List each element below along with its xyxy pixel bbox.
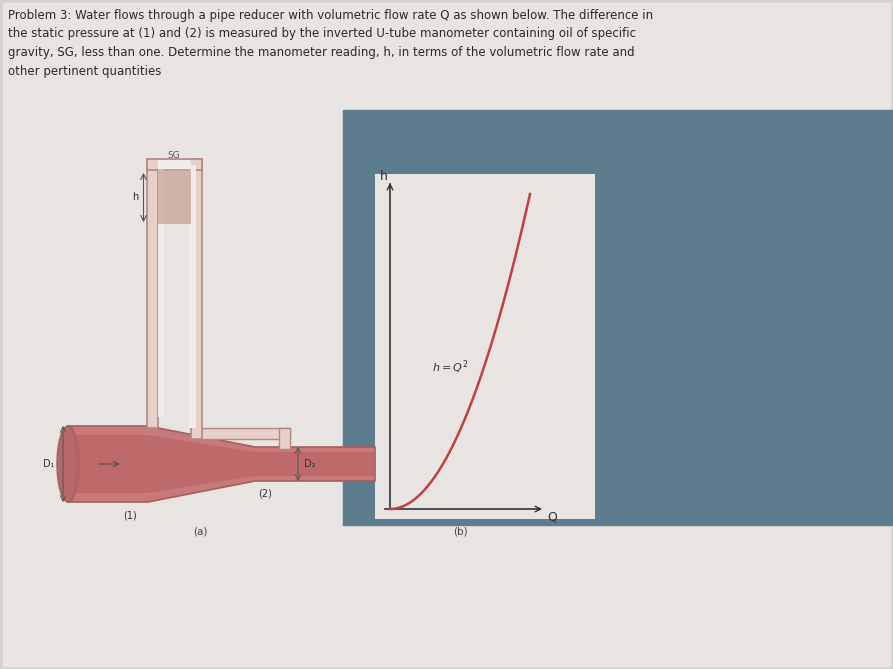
Text: (a): (a)	[193, 526, 207, 536]
Text: Q: Q	[547, 511, 557, 524]
Text: SG: SG	[168, 151, 180, 161]
Text: h: h	[132, 193, 138, 203]
Bar	[279, 428, 290, 449]
Text: h: h	[380, 169, 388, 183]
Bar	[375, 174, 595, 519]
Bar	[190, 428, 290, 439]
Text: D₁: D₁	[43, 459, 54, 469]
Text: Problem 3: Water flows through a pipe reducer with volumetric flow rate Q as sho: Problem 3: Water flows through a pipe re…	[8, 9, 653, 78]
Bar	[146, 159, 157, 428]
Text: (b): (b)	[453, 526, 467, 536]
Bar	[190, 159, 202, 439]
Ellipse shape	[57, 426, 79, 502]
Text: D₂: D₂	[304, 459, 315, 469]
Polygon shape	[68, 426, 375, 502]
Bar	[157, 169, 190, 224]
Text: $h = Q^2$: $h = Q^2$	[432, 359, 468, 376]
Bar	[146, 159, 202, 170]
Text: (1): (1)	[123, 510, 137, 520]
Bar	[189, 165, 196, 428]
Polygon shape	[74, 435, 375, 493]
Bar	[343, 110, 893, 525]
Bar	[157, 160, 190, 169]
Bar	[157, 165, 164, 417]
Text: (2): (2)	[258, 489, 272, 499]
